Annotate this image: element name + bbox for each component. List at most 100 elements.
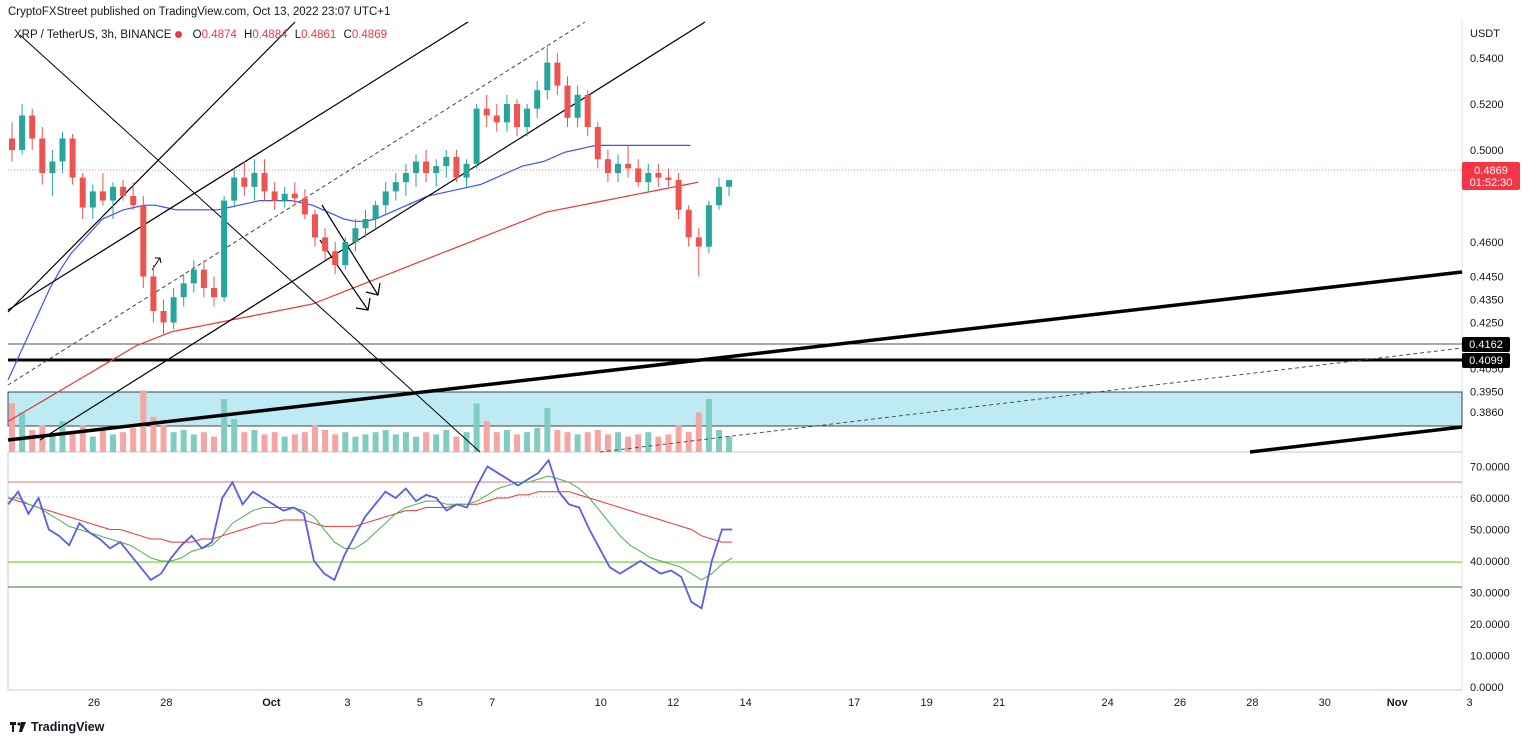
candle xyxy=(99,173,106,206)
volume-bar xyxy=(200,432,207,452)
time-tick-label: 3 xyxy=(1467,697,1473,709)
trendline-channel-lower xyxy=(39,21,706,441)
volume-bar xyxy=(241,432,248,452)
time-tick-label: 14 xyxy=(739,697,751,709)
volume-bar xyxy=(231,419,238,452)
price-tick-label: 0.5000 xyxy=(1470,145,1504,157)
trendline-channel-mid xyxy=(7,21,469,311)
candle xyxy=(79,173,86,219)
volume-bar xyxy=(291,434,298,452)
tradingview-logo[interactable]: TradingView xyxy=(10,720,104,734)
candle xyxy=(685,205,692,247)
candle xyxy=(625,145,632,178)
candle xyxy=(170,288,177,330)
volume-bar xyxy=(604,434,611,452)
volume-bar xyxy=(221,399,228,452)
low-value: 0.4861 xyxy=(301,29,337,41)
volume-bar xyxy=(312,425,318,452)
volume-bar xyxy=(473,403,480,452)
candle xyxy=(301,189,308,219)
price-tick-label: 0.4450 xyxy=(1470,272,1504,284)
candle xyxy=(665,168,672,187)
candle xyxy=(291,182,298,206)
symbol-legend: XRP / TetherUS, 3h, BINANCE O0.4874 H0.4… xyxy=(14,29,387,41)
candle xyxy=(493,104,500,132)
time-tick-label: 26 xyxy=(1174,697,1186,709)
time-tick-label: Nov xyxy=(1387,697,1409,709)
volume-bar xyxy=(716,430,722,452)
moving-averages xyxy=(7,144,699,422)
candle xyxy=(69,133,76,185)
time-tick-label: 19 xyxy=(920,697,932,709)
support-zone xyxy=(7,391,1463,427)
rsi-tick-label: 40.0000 xyxy=(1470,556,1510,568)
volume-bar xyxy=(645,432,652,452)
candles xyxy=(9,46,733,334)
candle xyxy=(413,154,419,187)
volume-bar xyxy=(9,403,15,452)
candle xyxy=(140,196,147,288)
level-label-0.4162: 0.4162 xyxy=(1462,337,1510,352)
arrow-head-2 xyxy=(365,282,381,296)
candle xyxy=(261,159,268,201)
trendline-support-bold xyxy=(7,270,1463,442)
rsi-tick-label: 0.0000 xyxy=(1470,682,1504,694)
time-tick-label: 28 xyxy=(160,697,172,709)
price-tick-label: 0.3950 xyxy=(1470,387,1504,399)
volume-bar xyxy=(130,427,137,452)
candle xyxy=(19,104,26,155)
countdown-value: 01:52:30 xyxy=(1470,177,1513,189)
volume-bar xyxy=(69,432,76,452)
trendline-descending xyxy=(19,34,481,453)
volume-bar xyxy=(110,434,116,452)
ma-red-line xyxy=(7,181,699,422)
trendline-dashed xyxy=(7,21,586,386)
high-value: 0.4884 xyxy=(252,29,288,41)
volume-bar xyxy=(19,412,26,452)
candle xyxy=(332,242,339,275)
rsi-tick-label: 20.0000 xyxy=(1470,619,1510,631)
candle xyxy=(463,159,470,187)
close-value: 0.4869 xyxy=(351,29,387,41)
ma-blue-line xyxy=(7,144,691,381)
rsi-ma-red xyxy=(7,491,733,543)
candle xyxy=(342,237,349,270)
price-tick-label: 0.4600 xyxy=(1470,237,1504,249)
symbol-name[interactable]: XRP / TetherUS, 3h, BINANCE xyxy=(14,29,172,41)
current-price-label: 0.4869 01:52:30 xyxy=(1462,162,1520,190)
candle xyxy=(726,179,733,196)
volume-bar xyxy=(413,436,419,452)
current-price-value: 0.4869 xyxy=(1474,165,1508,177)
volume-bar xyxy=(362,434,369,452)
trendline-lower-bold xyxy=(1249,425,1463,454)
candle xyxy=(322,228,329,261)
volume-bar xyxy=(554,430,561,452)
volume-bar xyxy=(635,434,642,452)
volume-bar xyxy=(150,416,157,452)
volume-bar xyxy=(625,436,632,452)
volume-bar xyxy=(271,432,278,452)
arrow-head-small xyxy=(155,257,162,264)
time-tick-label: 28 xyxy=(1246,697,1258,709)
volume-bar xyxy=(261,434,268,452)
trendlines xyxy=(7,21,1463,454)
candle xyxy=(49,150,56,196)
trendline-channel-upper xyxy=(7,21,296,313)
volume-bar xyxy=(160,425,167,452)
candle xyxy=(443,150,450,178)
candle xyxy=(211,276,217,307)
volume-bar xyxy=(140,390,147,452)
volume-bar xyxy=(342,432,349,452)
volume-bar xyxy=(322,430,329,452)
time-tick-label: 3 xyxy=(344,697,350,709)
candle xyxy=(9,122,15,162)
candle xyxy=(402,163,409,196)
volume-bar xyxy=(503,430,510,452)
price-tick-label: 0.3860 xyxy=(1470,407,1504,419)
volume-bar xyxy=(463,432,470,452)
volume-bar xyxy=(392,434,399,452)
candle xyxy=(655,163,662,187)
time-axis: 26 28 Oct 3 5 7 10 12 14 17 19 21 24 26 28 30 Nov 3 xyxy=(88,697,1473,709)
candle xyxy=(584,90,591,137)
